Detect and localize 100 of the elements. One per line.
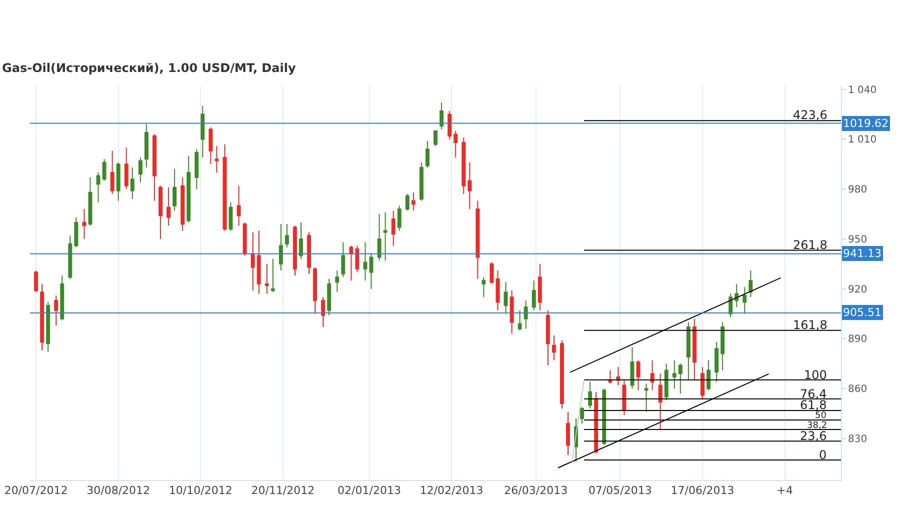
series-label: 50 [815,411,827,421]
candlestick [714,342,719,382]
candlestick [270,258,275,293]
y-tick-label: 1 040 [848,84,877,96]
candlestick [496,270,500,311]
candlestick [650,360,654,391]
candlestick [644,383,648,412]
y-tick-label: 950 [848,234,868,246]
candlestick [748,270,753,298]
series-label: 423,6 [793,108,828,122]
candlestick [720,322,725,371]
y-tick-label: 890 [848,334,868,346]
candlestick [538,263,542,311]
candlestick [678,363,682,394]
candlestick [425,140,430,168]
candlestick [482,276,486,298]
x-tick-label: 17/06/2013 [670,484,734,498]
x-tick-label: 30/08/2012 [86,484,150,498]
chart-title: Gas-Oil(Исторический), 1.00 USD/MT, Daily [2,61,296,76]
candlestick [588,381,592,410]
x-tick-label: 20/07/2012 [4,484,68,498]
candlestick [284,223,289,248]
candlestick [434,130,438,146]
candlestick [68,235,72,280]
candlestick [546,310,550,366]
candlestick [130,166,134,200]
series-label: 100 [804,368,827,382]
candlestick [74,216,78,248]
candlestick [214,145,219,173]
candlestick [242,222,247,256]
y-tick-label: 980 [848,184,868,196]
candlestick [686,322,690,381]
candlestick [552,334,556,361]
candlestick [34,270,38,293]
candlestick [222,144,227,232]
candlestick [307,232,312,274]
x-tick-label: 02/01/2013 [338,484,401,498]
candlestick [504,282,508,314]
ref-line-label: 1019.62 [843,117,888,130]
y-tick-label: 1 010 [848,134,877,146]
series-label: 261,8 [793,238,828,252]
series-label: 38,2 [807,421,828,431]
candlestick [622,380,626,416]
candlestick [448,110,452,140]
candlestick [335,270,340,293]
x-tick-label: 07/05/2013 [588,484,652,498]
candlestick [636,360,640,391]
candlestick [116,162,120,202]
candlestick [299,222,303,260]
candlestick [124,147,128,190]
candlestick [560,340,564,410]
candlestick [194,148,199,190]
candlestick [566,411,570,456]
candlestick [166,186,170,226]
candlestick [490,262,494,284]
candlestick [383,212,388,262]
candlestick [658,373,662,431]
candlestick [341,242,346,278]
candlestick [594,391,598,454]
series-label: 61,8 [800,398,827,412]
candlestick [200,105,205,158]
x-tick-label: +4 [776,484,793,498]
ref-line-label: 941.13 [843,247,882,260]
candlestick [40,283,44,351]
candlestick [180,176,185,232]
candlestick [468,162,472,210]
series-label: 76,4 [800,387,827,401]
candlestick [377,214,382,262]
x-tick-label: 20/11/2012 [251,484,315,498]
candlestick [46,302,50,352]
candlestick [692,318,696,381]
series-label: 23,6 [800,429,827,443]
ref-line-label: 905.51 [843,306,882,319]
candlestick [152,134,156,202]
candlestick [706,360,710,391]
candlestick [355,245,360,273]
candlestick [293,225,297,276]
candlestick [278,223,283,272]
candlestick [440,102,444,130]
candlestick [630,346,634,390]
candlestick [411,192,416,212]
y-tick-label: 830 [848,434,868,445]
x-tick-label: 12/02/2013 [420,484,484,498]
candlestick [88,176,92,226]
candlestick [664,363,668,401]
candlestick [700,366,704,400]
candlestick [158,185,162,240]
series-label: 161,8 [793,318,828,332]
candlestick [742,286,747,314]
candlestick [228,202,233,232]
candlestick [397,205,402,232]
candlestick [419,162,424,202]
candlestick [369,253,374,290]
x-tick-label: 26/03/2013 [504,484,568,498]
candlestick [608,370,612,384]
candlestick [264,263,269,294]
candlestick [524,300,528,330]
candlestick [313,266,318,314]
candlestick [256,230,261,294]
candlestick [172,168,177,212]
